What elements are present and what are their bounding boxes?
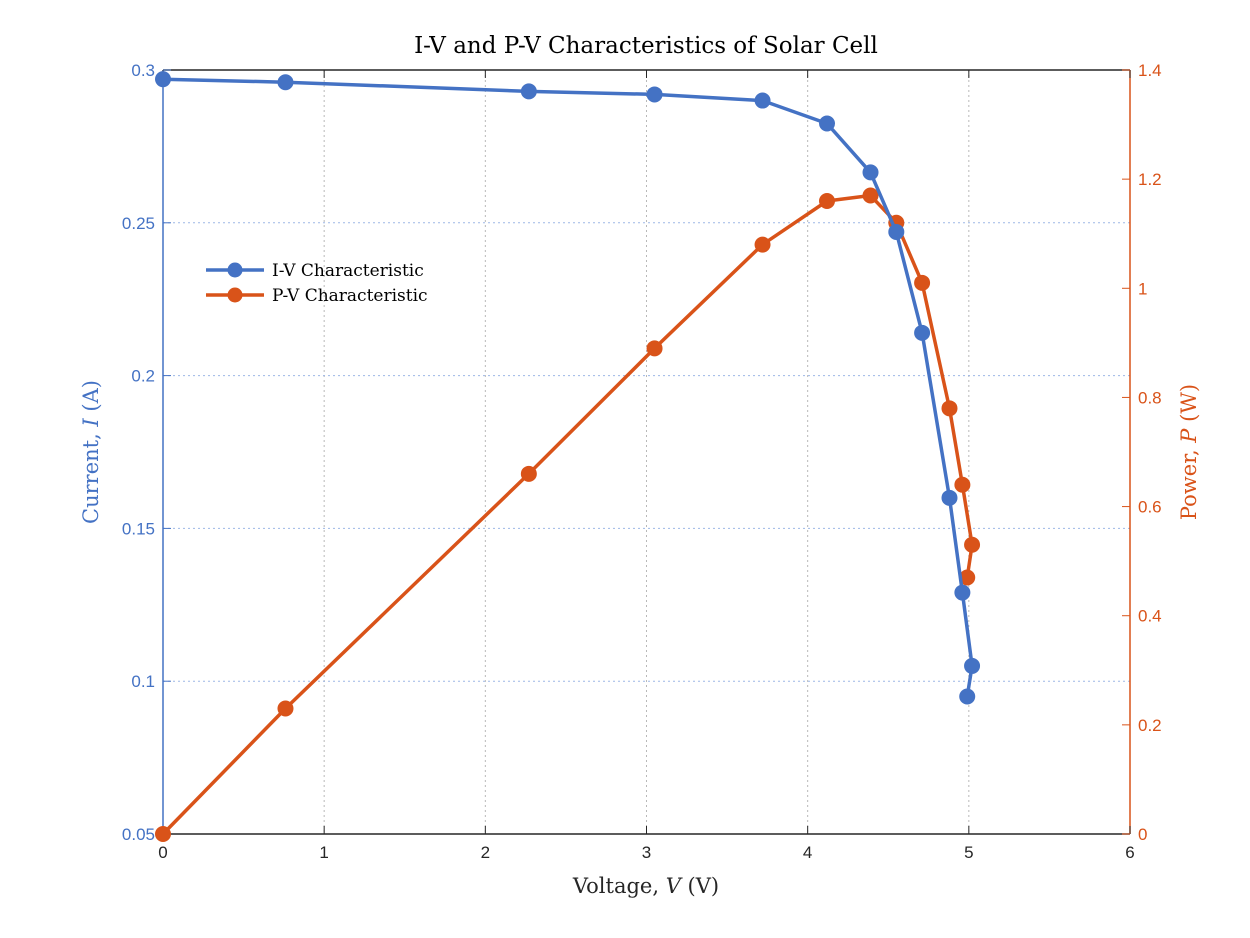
iv-point [941, 489, 958, 506]
y-axis-left-label: Current, I (A) [79, 380, 103, 524]
legend-label: P-V Characteristic [272, 286, 428, 306]
legend-label: I-V Characteristic [272, 261, 424, 281]
grid-lines [163, 70, 1130, 834]
y-left-tick-label: 0.25 [122, 214, 155, 233]
iv-point [520, 83, 537, 100]
iv-point [754, 92, 771, 109]
y-right-tick-label: 0.4 [1138, 607, 1162, 626]
y-left-tick-label: 0.1 [131, 672, 155, 691]
iv-point [819, 115, 836, 132]
pv-point [819, 192, 836, 209]
pv-point [754, 236, 771, 253]
pv-point [277, 700, 294, 717]
pv-point [155, 826, 171, 842]
series [155, 71, 981, 842]
tick-labels: 0 1 2 3 4 5 6 0.05 0.1 0.15 0.2 0.25 0.3 0 0.2 0.4 0.6 0.… [122, 61, 1162, 862]
pv-point [964, 536, 981, 553]
iv-point [954, 584, 971, 601]
pv-point [914, 274, 931, 291]
y-left-tick-label: 0.05 [122, 825, 155, 844]
pv-point [941, 400, 958, 417]
iv-point [914, 324, 931, 341]
iv-point [959, 688, 976, 705]
legend-swatch-marker [227, 262, 243, 278]
legend-swatch-marker [227, 287, 243, 303]
x-tick-label: 3 [642, 843, 651, 862]
x-tick-label: 0 [158, 843, 167, 862]
iv-point [888, 223, 905, 240]
y-left-tick-label: 0.15 [122, 519, 155, 538]
x-tick-label: 2 [481, 843, 490, 862]
y-right-tick-label: 1 [1138, 279, 1147, 298]
iv-series [155, 71, 981, 705]
y-right-tick-label: 0.2 [1138, 716, 1162, 735]
pv-point [520, 465, 537, 482]
y-axis-right-label: Power, P (W) [1177, 384, 1201, 520]
iv-line [162, 77, 974, 697]
x-tick-label: 6 [1125, 843, 1134, 862]
y-right-tick-label: 0 [1138, 825, 1147, 844]
y-left-tick-label: 0.2 [131, 367, 155, 386]
iv-point [277, 74, 294, 91]
x-tick-label: 4 [803, 843, 812, 862]
legend-item: I-V Characteristic [206, 261, 424, 281]
x-axis-label: Voltage, V (V) [572, 874, 719, 898]
x-tick-label: 1 [319, 843, 328, 862]
pv-point [954, 476, 971, 493]
chart-title: I-V and P-V Characteristics of Solar Cel… [414, 33, 878, 59]
iv-point [155, 71, 171, 88]
legend: I-V Characteristic P-V Characteristic [206, 261, 428, 306]
y-left-tick-label: 0.3 [131, 61, 155, 80]
y-right-tick-label: 0.6 [1138, 498, 1162, 517]
y-right-tick-label: 0.8 [1138, 388, 1162, 407]
iv-point [862, 164, 879, 181]
pv-point [862, 187, 879, 204]
y-right-tick-label: 1.2 [1138, 170, 1162, 189]
iv-point [646, 86, 663, 103]
axes [162, 69, 1131, 835]
iv-point [964, 657, 981, 674]
pv-point [646, 340, 663, 357]
legend-item: P-V Characteristic [206, 286, 428, 306]
x-tick-label: 5 [964, 843, 973, 862]
y-right-tick-label: 1.4 [1138, 61, 1162, 80]
